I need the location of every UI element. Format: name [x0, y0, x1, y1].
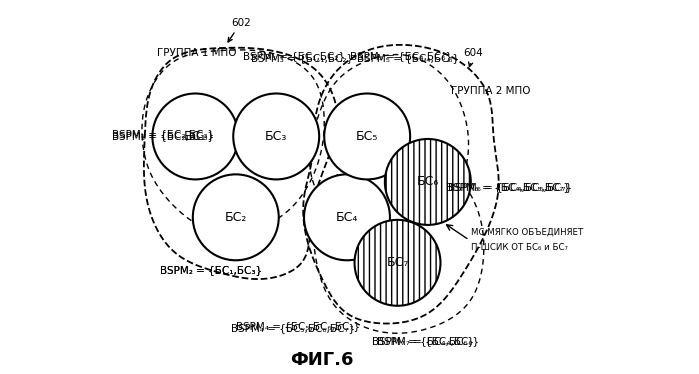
Text: П-ШСИК ОТ БС₆ и БС₇: П-ШСИК ОТ БС₆ и БС₇	[471, 243, 568, 252]
Text: BSPM₅ = {БС₄,БС₆}: BSPM₅ = {БС₄,БС₆}	[350, 50, 452, 61]
Circle shape	[304, 174, 390, 260]
Circle shape	[354, 220, 440, 306]
Text: BSPM₁ = {БС₂,БС₃}: BSPM₁ = {БС₂,БС₃}	[112, 131, 214, 141]
Text: БС₃: БС₃	[265, 130, 287, 143]
Text: БС₅: БС₅	[356, 130, 378, 143]
Text: BSPM₂ = {БС₁,БС₃}: BSPM₂ = {БС₁,БС₃}	[160, 266, 262, 275]
Text: BSPM₃ = {БС₁,БС₂}: BSPM₃ = {БС₁,БС₂}	[251, 53, 353, 63]
Circle shape	[324, 94, 410, 180]
Text: ФИГ.6: ФИГ.6	[290, 351, 354, 369]
Text: BSPM₇ = {БС₄,БС₆}: BSPM₇ = {БС₄,БС₆}	[377, 336, 480, 346]
Text: BSPM₅ = {БС₄,БС₆}: BSPM₅ = {БС₄,БС₆}	[357, 53, 459, 63]
Text: БС₁: БС₁	[184, 130, 206, 143]
Text: БС₆: БС₆	[417, 175, 439, 188]
Text: 602: 602	[228, 18, 251, 42]
Circle shape	[152, 94, 238, 180]
Text: МС МЯГКО ОБЪЕДИНЯЕТ: МС МЯГКО ОБЪЕДИНЯЕТ	[471, 228, 583, 237]
Circle shape	[193, 174, 279, 260]
Circle shape	[385, 139, 471, 225]
Text: ГРУППА 2 МПО: ГРУППА 2 МПО	[451, 86, 530, 96]
Text: BSPM₇ = {БС₄,БС₆}: BSPM₇ = {БС₄,БС₆}	[373, 336, 475, 346]
Text: 604: 604	[463, 48, 483, 67]
Text: БС₇: БС₇	[387, 256, 409, 269]
Text: BSPM₃ = {БС₁,БС₂}: BSPM₃ = {БС₁,БС₂}	[243, 50, 345, 61]
Text: BSPM₄ = {БС₅,БС₆,БС₇}: BSPM₄ = {БС₅,БС₆,БС₇}	[236, 321, 360, 331]
Circle shape	[233, 94, 319, 180]
Text: BSPM₂ = {БС₁,БС₃}: BSPM₂ = {БС₁,БС₃}	[160, 266, 262, 275]
Text: ГРУППА 1 МПО: ГРУППА 1 МПО	[157, 48, 237, 58]
Text: BSPM₆ = {БС₄,БС₅,БС₇}: BSPM₆ = {БС₄,БС₅,БС₇}	[448, 182, 572, 192]
Text: BSPM₆ = {БС₄,БС₅,БС₇}: BSPM₆ = {БС₄,БС₅,БС₇}	[445, 182, 570, 192]
Text: BSPM₄ = {БС₅,БС₆,БС₇}: BSPM₄ = {БС₅,БС₆,БС₇}	[231, 324, 355, 334]
Text: BSPM₁ = {БС₂,БС₃}: BSPM₁ = {БС₂,БС₃}	[112, 129, 214, 139]
Text: БС₄: БС₄	[336, 211, 358, 224]
Text: БС₂: БС₂	[224, 211, 247, 224]
